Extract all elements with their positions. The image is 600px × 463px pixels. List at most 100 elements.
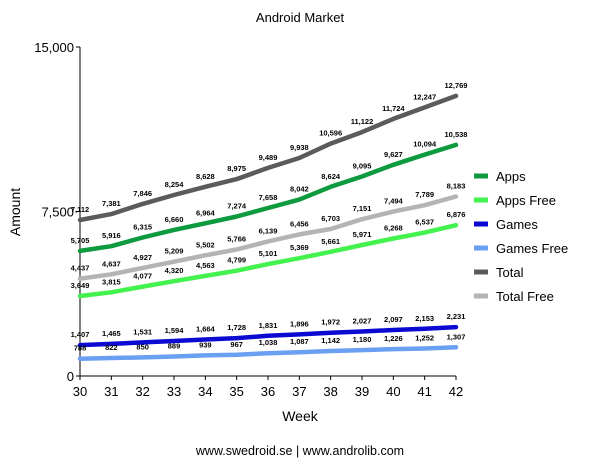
x-tick-label: 31	[104, 384, 118, 399]
data-label-games-free: 1,252	[415, 334, 434, 343]
data-label-games-free: 822	[105, 343, 118, 352]
chart-title: Android Market	[256, 10, 345, 25]
data-label-apps: 10,094	[413, 140, 437, 149]
data-label-total: 9,489	[259, 153, 278, 162]
y-tick-label: 7,500	[41, 205, 74, 220]
data-label-apps-free: 4,077	[133, 272, 152, 281]
data-labels: 5,705 5,916 6,315 6,660 6,964 7,274 7,658 8,042…	[71, 81, 468, 353]
data-label-games-free: 889	[168, 342, 181, 351]
data-label-apps-free: 4,320	[165, 266, 184, 275]
x-axis-title: Week	[282, 408, 319, 424]
data-label-games: 1,831	[259, 321, 278, 330]
data-label-games-free: 1,087	[290, 337, 309, 346]
legend-entry: Apps Free	[496, 193, 556, 208]
data-label-total: 12,247	[413, 92, 436, 101]
data-label-total-free: 5,502	[196, 240, 215, 249]
x-tick-label: 38	[323, 384, 337, 399]
data-label-apps-free: 5,661	[321, 237, 340, 246]
y-axis-title: Amount	[7, 188, 23, 236]
axes: 0 7,500 15,000 30 31 32 33 34 35 36 37 38 39 40 41 42	[34, 40, 463, 399]
x-tick-label: 32	[135, 384, 149, 399]
data-label-games-free: 788	[74, 344, 87, 353]
y-tick-label: 0	[67, 369, 74, 384]
data-label-games: 1,972	[321, 318, 340, 327]
data-label-apps: 6,964	[196, 208, 216, 217]
data-label-games: 2,231	[447, 312, 466, 321]
data-label-apps: 5,916	[102, 231, 121, 240]
data-label-total: 7,381	[102, 199, 121, 208]
x-tick-label: 40	[386, 384, 400, 399]
x-tick-label: 33	[167, 384, 181, 399]
x-tick-label: 41	[417, 384, 431, 399]
data-label-apps-free: 6,876	[447, 210, 466, 219]
data-label-apps-free: 5,971	[353, 230, 372, 239]
series-line-games	[77, 324, 459, 348]
data-label-apps: 7,658	[259, 193, 278, 202]
data-label-total: 8,254	[165, 180, 185, 189]
legend-entry: Apps	[496, 169, 526, 184]
data-label-apps-free: 5,369	[290, 243, 309, 252]
data-label-total-free: 7,494	[384, 197, 404, 206]
data-label-games-free: 1,226	[384, 334, 403, 343]
data-label-games: 1,896	[290, 319, 309, 328]
data-label-apps: 6,660	[165, 215, 184, 224]
legend-entry: Total	[496, 265, 524, 280]
data-label-total-free: 4,637	[102, 259, 121, 268]
data-label-apps: 7,274	[227, 201, 247, 210]
data-label-games: 1,531	[133, 327, 152, 336]
data-label-apps: 5,705	[71, 236, 90, 245]
series-line-apps-free	[77, 222, 459, 299]
data-label-games-free: 1,038	[259, 338, 278, 347]
series-lines	[77, 93, 459, 361]
x-tick-label: 42	[449, 384, 463, 399]
x-tick-label: 35	[229, 384, 243, 399]
data-label-total: 12,769	[445, 81, 468, 90]
data-label-apps: 8,042	[290, 185, 309, 194]
data-label-total: 9,938	[290, 143, 309, 152]
data-label-apps: 9,627	[384, 150, 403, 159]
data-label-apps-free: 4,563	[196, 261, 215, 270]
series-line-total	[77, 93, 459, 223]
data-label-total-free: 4,927	[133, 253, 152, 262]
legend-entry: Games Free	[496, 241, 568, 256]
data-label-apps-free: 5,101	[259, 249, 278, 258]
data-label-games: 1,664	[196, 325, 216, 334]
data-label-total-free: 5,766	[227, 235, 246, 244]
source-caption: www.swedroid.se | www.androlib.com	[195, 444, 404, 458]
data-label-games: 1,407	[71, 330, 90, 339]
data-label-games-free: 850	[136, 342, 149, 351]
data-label-total-free: 7,789	[415, 190, 434, 199]
data-label-games-free: 967	[230, 340, 243, 349]
data-label-games-free: 939	[199, 340, 212, 349]
data-label-total-free: 6,139	[259, 226, 278, 235]
data-label-total-free: 4,437	[71, 264, 90, 273]
y-tick-label: 15,000	[34, 40, 74, 55]
legend-entry: Games	[496, 217, 538, 232]
data-label-games-free: 1,307	[447, 332, 466, 341]
x-tick-label: 39	[355, 384, 369, 399]
data-label-total: 8,975	[227, 164, 246, 173]
data-label-games-free: 1,142	[321, 336, 340, 345]
data-label-total-free: 8,183	[447, 182, 466, 191]
data-label-total: 8,628	[196, 172, 215, 181]
data-label-games: 2,027	[353, 317, 372, 326]
data-label-total: 11,122	[351, 117, 374, 126]
x-tick-label: 30	[73, 384, 87, 399]
data-label-apps-free: 6,537	[415, 218, 434, 227]
x-tick-label: 37	[292, 384, 306, 399]
series-line-games-free	[77, 345, 459, 361]
data-label-total: 11,724	[382, 104, 405, 113]
data-label-games: 1,594	[165, 326, 185, 335]
data-label-apps: 8,624	[321, 172, 341, 181]
data-label-total: 7,112	[71, 205, 89, 214]
data-label-apps: 9,095	[353, 162, 372, 171]
data-label-apps: 6,315	[133, 222, 152, 231]
legend-entry: Total Free	[496, 289, 554, 304]
data-label-apps-free: 3,649	[71, 281, 90, 290]
series-line-total-free	[77, 194, 459, 281]
x-tick-label: 36	[261, 384, 275, 399]
data-label-games: 2,153	[415, 314, 434, 323]
legend: Apps Apps Free Games Games Free Total Total F…	[474, 169, 568, 304]
data-label-apps-free: 3,815	[102, 277, 121, 286]
